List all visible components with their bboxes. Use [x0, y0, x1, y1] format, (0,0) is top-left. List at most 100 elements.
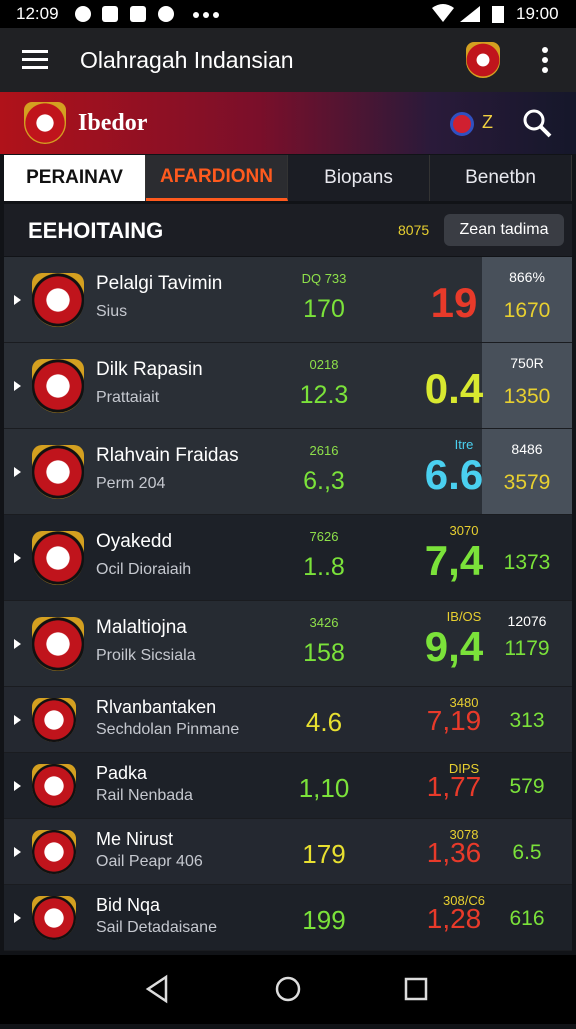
odds-label: 3078 [449, 827, 479, 842]
odds: 7,19 [426, 705, 482, 736]
stat: 616 [509, 907, 545, 930]
score: 158 [303, 639, 345, 667]
team-logo [32, 895, 76, 940]
section-count: 8075 [398, 222, 430, 238]
team-logo [32, 829, 76, 874]
home-button[interactable] [275, 976, 301, 1002]
team-name: Oyakedd [96, 531, 173, 552]
section-button[interactable]: Zean tadima [444, 214, 564, 246]
tab[interactable]: Biopans [288, 155, 430, 201]
stat: 1670 [503, 299, 551, 322]
app-bar: Olahragah Indansian [0, 28, 576, 92]
team-subtitle: Sail Detadaisane [96, 919, 217, 936]
overflow-menu[interactable] [540, 46, 550, 74]
expand-arrow [14, 466, 21, 477]
section-header: EEHOITAING 8075 Zean tadima [4, 204, 572, 256]
team-subtitle: Oail Peapr 406 [96, 853, 203, 870]
match-row[interactable]: Rlahvain Fraidas Perm 204 2616 6.,3 Itre 6.6 8… [4, 429, 572, 515]
small-label: 0218 [309, 357, 339, 372]
odds-label: Itre [454, 437, 474, 452]
odds: 1,77 [426, 771, 482, 802]
app-title: Olahragah Indansian [80, 47, 294, 73]
team-name: Padka [96, 763, 148, 783]
odds-label: IB/OS [446, 609, 482, 624]
stat: 313 [509, 709, 545, 732]
small-label: 7626 [309, 529, 339, 544]
match-row[interactable]: Me Nirust Oail Peapr 406 179 3078 1,36 6.5 [4, 819, 572, 885]
match-row[interactable]: Padka Rail Nenbada 1,10 DIPS 1,77 579 [4, 753, 572, 819]
small-label: DQ 733 [301, 271, 347, 286]
team-logo [32, 444, 84, 499]
odds: 7,4 [424, 537, 484, 584]
expand-arrow [14, 846, 21, 857]
small-label: 2616 [309, 443, 339, 458]
expand-arrow [14, 380, 21, 391]
team-subtitle: Prattaiait [96, 389, 160, 406]
team-logo [32, 272, 84, 327]
score: 1,10 [298, 773, 350, 803]
odds-label: 3480 [449, 695, 479, 710]
stat: 1350 [503, 385, 551, 408]
tab[interactable]: AFARDIONN [146, 155, 288, 201]
tab-bar: PERAINAV AFARDIONN Biopans Benetbn [4, 155, 572, 201]
team-name: Dilk Rapasin [96, 359, 203, 380]
odds-label: 308/C6 [443, 893, 485, 908]
odds-label: DIPS [448, 761, 480, 776]
match-row[interactable]: Malaltiojna Proilk Sicsiala 3426 158 IB/OS 9,… [4, 601, 572, 687]
team-logo [32, 530, 84, 585]
status-bar: 12:09 19:00 [0, 0, 576, 28]
stat-label: 750R [510, 355, 544, 371]
match-row[interactable]: Pelalgi Tavimin Sius DQ 733 170 19 866% 1670 [4, 257, 572, 343]
brand: Ibedor [78, 110, 148, 136]
expand-arrow [14, 780, 21, 791]
expand-arrow [14, 552, 21, 563]
odds: 0.4 [424, 365, 484, 412]
expand-arrow [14, 714, 21, 725]
team-logo [32, 616, 84, 671]
score: 199 [302, 905, 346, 935]
team-subtitle: Sius [96, 303, 128, 320]
team-logo [32, 358, 84, 413]
system-icons [432, 4, 504, 23]
banner: Ibedor Z [0, 92, 576, 154]
section-title: EEHOITAING [28, 218, 164, 243]
small-label: 3426 [309, 615, 339, 630]
menu-button[interactable] [22, 50, 48, 70]
team-subtitle: Sechdolan Pinmane [96, 721, 240, 738]
team-logo [32, 697, 76, 742]
team-name: Rlvanbantaken [96, 697, 217, 717]
team-name: Malaltiojna [96, 617, 187, 638]
stat-label: 12076 [507, 613, 547, 629]
odds-label: 3070 [449, 523, 479, 538]
score: 170 [303, 295, 345, 323]
banner-logo [24, 102, 66, 144]
recents-button[interactable] [404, 977, 428, 1001]
stat-panel [482, 257, 572, 342]
team-name: Rlahvain Fraidas [96, 445, 239, 466]
odds: 1,36 [426, 837, 482, 868]
score: 1..8 [303, 553, 345, 581]
match-row[interactable]: Bid Nqa Sail Detadaisane 199 308/C6 1,28 616 [4, 885, 572, 951]
expand-arrow [14, 638, 21, 649]
tab[interactable]: Benetbn [430, 155, 572, 201]
team-subtitle: Perm 204 [96, 475, 166, 492]
clock-right: 19:00 [516, 4, 559, 23]
team-name: Pelalgi Tavimin [96, 273, 223, 294]
match-row[interactable]: Oyakedd Ocil Dioraiaih 7626 1..8 3070 7,4 1373 [4, 515, 572, 601]
expand-arrow [14, 912, 21, 923]
stat-panel [482, 343, 572, 428]
team-subtitle: Ocil Dioraiaih [96, 561, 192, 578]
search-button[interactable] [522, 108, 552, 138]
match-row[interactable]: Rlvanbantaken Sechdolan Pinmane 4.6 3480 7,1… [4, 687, 572, 753]
team-name: Me Nirust [96, 829, 174, 849]
team-subtitle: Proilk Sicsiala [96, 647, 196, 664]
stat: 579 [509, 775, 545, 798]
team-subtitle: Rail Nenbada [96, 787, 193, 804]
score: 179 [302, 839, 346, 869]
tab[interactable]: PERAINAV [4, 155, 146, 201]
back-button[interactable] [145, 974, 168, 1004]
match-row[interactable]: Dilk Rapasin Prattaiait 0218 12.3 0.4 750R 135… [4, 343, 572, 429]
stat: 1179 [504, 637, 550, 660]
badge-icon [450, 112, 474, 136]
odds: 19 [430, 279, 478, 326]
